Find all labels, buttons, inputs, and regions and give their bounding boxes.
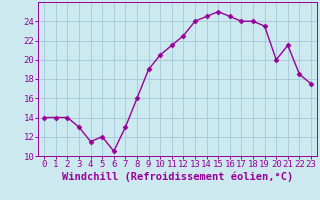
X-axis label: Windchill (Refroidissement éolien,°C): Windchill (Refroidissement éolien,°C) bbox=[62, 172, 293, 182]
